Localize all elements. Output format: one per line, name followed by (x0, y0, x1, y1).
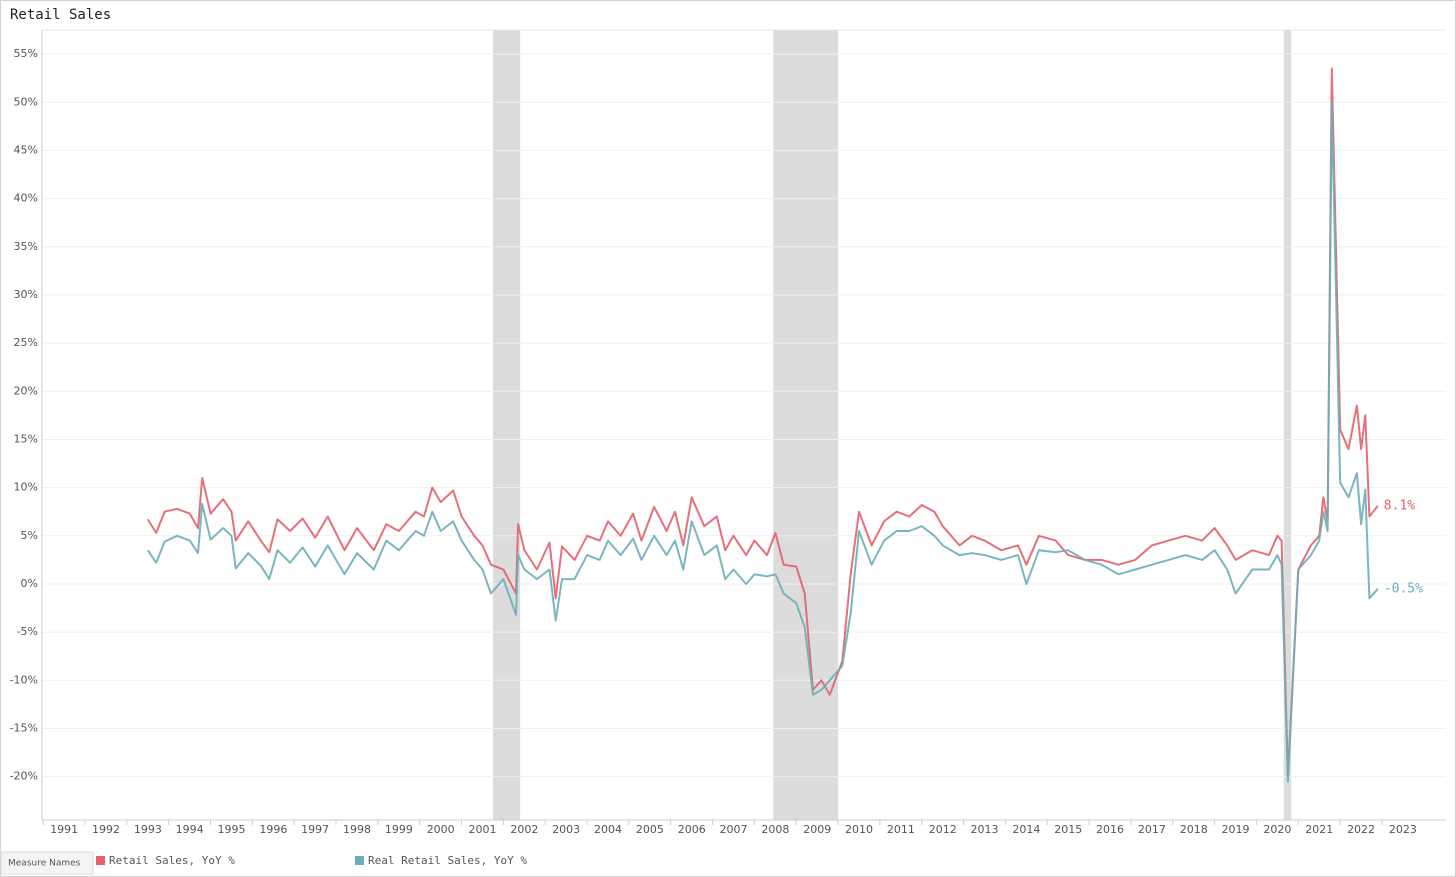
x-tick-label: 2015 (1054, 823, 1082, 836)
end-label: -0.5% (1384, 581, 1423, 596)
y-tick-label: 20% (14, 384, 38, 397)
x-tick-label: 2021 (1305, 823, 1333, 836)
x-tick-label: 1993 (134, 823, 162, 836)
x-tick-label: 1995 (218, 823, 246, 836)
x-tick-label: 2017 (1138, 823, 1166, 836)
x-tick-label: 2002 (510, 823, 538, 836)
y-tick-label: 0% (21, 577, 38, 590)
x-tick-label: 2019 (1222, 823, 1250, 836)
x-tick-label: 2014 (1012, 823, 1040, 836)
x-tick-label: 2007 (720, 823, 748, 836)
legend-swatch (355, 856, 364, 865)
y-tick-label: 25% (14, 336, 38, 349)
x-tick-label: 1997 (301, 823, 329, 836)
x-tick-label: 2001 (469, 823, 497, 836)
x-tick-label: 2018 (1180, 823, 1208, 836)
x-tick-label: 2010 (845, 823, 873, 836)
x-tick-label: 1992 (92, 823, 120, 836)
x-tick-label: 2020 (1263, 823, 1291, 836)
x-tick-label: 2009 (803, 823, 831, 836)
x-tick-label: 2023 (1389, 823, 1417, 836)
y-tick-label: -5% (17, 625, 38, 638)
chart-title: Retail Sales (10, 7, 111, 23)
legend-title: Measure Names (8, 859, 81, 869)
legend-title-box (0, 851, 94, 875)
legend-label: Real Retail Sales, YoY % (368, 854, 527, 867)
legend-swatch (96, 856, 105, 865)
y-tick-label: 45% (14, 143, 38, 156)
x-tick-label: 2013 (971, 823, 999, 836)
x-tick-label: 2008 (761, 823, 789, 836)
y-tick-label: 15% (14, 432, 38, 445)
shaded-range (1283, 30, 1292, 820)
x-tick-label: 2006 (678, 823, 706, 836)
y-tick-label: 5% (21, 529, 38, 542)
x-tick-label: 2012 (929, 823, 957, 836)
x-tick-label: 2004 (594, 823, 622, 836)
series-line (146, 67, 1379, 778)
x-tick-label: 1996 (259, 823, 287, 836)
end-label: 8.1% (1384, 498, 1415, 513)
x-tick-label: 1999 (385, 823, 413, 836)
x-tick-label: 2016 (1096, 823, 1124, 836)
x-tick-label: 1994 (176, 823, 204, 836)
y-tick-label: -20% (10, 770, 38, 783)
y-tick-label: 50% (14, 95, 38, 108)
y-tick-label: -15% (10, 721, 38, 734)
y-tick-label: 10% (14, 481, 38, 494)
x-tick-label: 2005 (636, 823, 664, 836)
shaded-range (492, 30, 521, 820)
legend-label: Retail Sales, YoY % (109, 854, 235, 867)
y-tick-label: 40% (14, 192, 38, 205)
x-tick-label: 1998 (343, 823, 371, 836)
series-line (146, 101, 1379, 783)
y-tick-label: 35% (14, 240, 38, 253)
x-tick-label: 2003 (552, 823, 580, 836)
y-tick-label: 30% (14, 288, 38, 301)
x-tick-label: 2000 (427, 823, 455, 836)
y-tick-label: -10% (10, 673, 38, 686)
y-tick-label: 55% (14, 47, 38, 60)
x-tick-label: 2011 (887, 823, 915, 836)
x-tick-label: 2022 (1347, 823, 1375, 836)
shaded-range (773, 30, 839, 820)
x-tick-label: 1991 (50, 823, 78, 836)
